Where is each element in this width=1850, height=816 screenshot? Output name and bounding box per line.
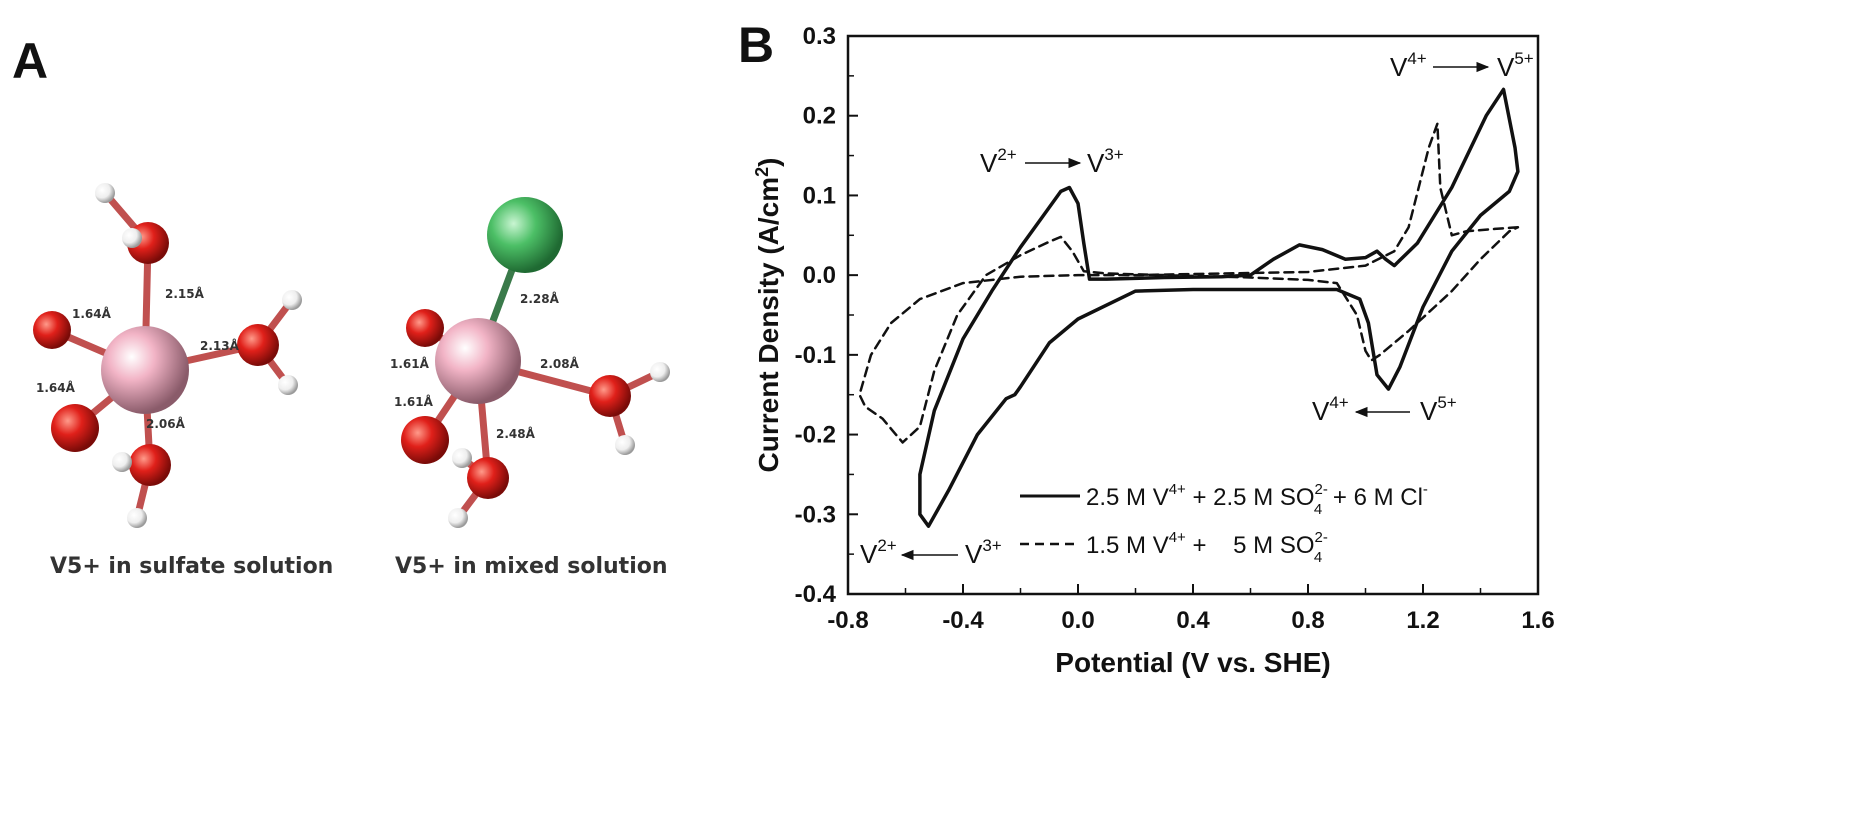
x-axis-title: Potential (V vs. SHE) bbox=[1055, 647, 1330, 678]
molecule-mixed: 2.28Å 1.61Å 2.08Å 1.61Å 2.48Å bbox=[390, 197, 670, 528]
x-tick-label: 0.4 bbox=[1176, 607, 1210, 634]
annotation-v2-v3-upper: V2+ V3+ bbox=[980, 145, 1124, 178]
hydrogen-atom bbox=[95, 183, 115, 203]
y-tick-label: 0.0 bbox=[803, 262, 836, 289]
molecule-sulfate: 2.15Å 1.64Å 2.13Å 1.64Å 2.06Å bbox=[33, 183, 302, 528]
panel-letter-b: B bbox=[738, 17, 774, 73]
hydrogen-atom bbox=[122, 228, 142, 248]
bond-length-label: 1.61Å bbox=[390, 356, 430, 371]
x-tick-label: 0.8 bbox=[1291, 607, 1324, 634]
annotation-label: V2+ bbox=[980, 145, 1017, 178]
annotation-v4-v5-lower: V4+ V5+ bbox=[1312, 393, 1457, 426]
oxygen-atom bbox=[129, 444, 171, 486]
y-axis: 0.3 0.2 0.1 0.0 -0.1 -0.2 -0.3 -0.4 bbox=[795, 23, 858, 608]
hydrogen-atom bbox=[282, 290, 302, 310]
annotation-v2-v3-lower: V2+ V3+ bbox=[860, 536, 1002, 569]
bond-length-label: 2.15Å bbox=[165, 286, 205, 301]
oxygen-atom bbox=[589, 375, 631, 417]
vanadium-atom bbox=[101, 326, 189, 414]
legend: 2.5 M V4+ + 2.5 M SO2-4 + 6 M Cl- 1.5 M … bbox=[1020, 481, 1428, 566]
hydrogen-atom bbox=[278, 375, 298, 395]
chlorine-atom bbox=[487, 197, 563, 273]
bond-length-label: 1.61Å bbox=[394, 394, 434, 409]
legend-label-solid: 2.5 M V4+ + 2.5 M SO2-4 + 6 M Cl- bbox=[1086, 481, 1428, 518]
oxygen-atom bbox=[237, 324, 279, 366]
bond-length-label: 2.48Å bbox=[496, 426, 536, 441]
y-tick-label: 0.2 bbox=[803, 103, 836, 130]
annotation-label: V4+ bbox=[1390, 49, 1427, 82]
panel-a: A bbox=[12, 33, 670, 579]
oxygen-atom bbox=[401, 416, 449, 464]
bond-length-label: 1.64Å bbox=[36, 380, 76, 395]
bond-length-label: 2.28Å bbox=[520, 291, 560, 306]
oxygen-atom bbox=[33, 311, 71, 349]
bond-length-label: 2.13Å bbox=[200, 338, 240, 353]
annotation-v4-v5-upper: V4+ V5+ bbox=[1390, 49, 1534, 82]
annotation-label: V5+ bbox=[1497, 49, 1534, 82]
caption-sulfate: V5+ in sulfate solution bbox=[50, 554, 333, 579]
bond-length-label: 2.06Å bbox=[146, 416, 186, 431]
x-axis: -0.8 -0.4 0.0 0.4 0.8 1.2 1.6 bbox=[827, 584, 1555, 634]
bond-length-label: 2.08Å bbox=[540, 356, 580, 371]
annotation-label: V5+ bbox=[1420, 393, 1457, 426]
series-line-dashed bbox=[858, 122, 1520, 444]
panel-letter-a: A bbox=[12, 33, 48, 89]
caption-mixed: V5+ in mixed solution bbox=[395, 554, 668, 579]
oxygen-atom bbox=[467, 457, 509, 499]
hydrogen-atom bbox=[650, 362, 670, 382]
y-tick-label: -0.3 bbox=[795, 501, 836, 528]
y-tick-label: 0.3 bbox=[803, 23, 836, 50]
annotation-label: V3+ bbox=[1087, 145, 1124, 178]
hydrogen-atom bbox=[127, 508, 147, 528]
y-axis-title: Current Density (A/cm2) bbox=[752, 158, 784, 473]
annotation-label: V4+ bbox=[1312, 393, 1349, 426]
panel-b: B -0.8 -0.4 0.0 0.4 0.8 1.2 1.6 0.30.20.10.0-0… bbox=[738, 17, 1555, 678]
oxygen-atom bbox=[406, 309, 444, 347]
hydrogen-atom bbox=[448, 508, 468, 528]
x-tick-label: 0.0 bbox=[1061, 607, 1094, 634]
y-tick-label: -0.1 bbox=[795, 342, 836, 369]
x-tick-label: 1.6 bbox=[1521, 607, 1554, 634]
hydrogen-atom bbox=[112, 452, 132, 472]
bond-length-label: 1.64Å bbox=[72, 306, 112, 321]
y-tick-label: 0.1 bbox=[803, 182, 836, 209]
series-line-solid bbox=[918, 87, 1520, 528]
legend-label-dashed: 1.5 M V4+ + 5 M SO2-4 bbox=[1086, 529, 1328, 566]
y-tick-label: -0.2 bbox=[795, 422, 836, 449]
vanadium-atom bbox=[435, 318, 521, 404]
oxygen-atom bbox=[51, 404, 99, 452]
x-tick-label: 1.2 bbox=[1406, 607, 1439, 634]
y-tick-label: -0.4 bbox=[795, 581, 837, 608]
hydrogen-atom bbox=[452, 448, 472, 468]
x-tick-label: -0.8 bbox=[827, 607, 868, 634]
hydrogen-atom bbox=[615, 435, 635, 455]
annotation-label: V3+ bbox=[965, 536, 1002, 569]
x-tick-label: -0.4 bbox=[942, 607, 984, 634]
series-layer bbox=[858, 87, 1520, 528]
annotation-label: V2+ bbox=[860, 536, 897, 569]
